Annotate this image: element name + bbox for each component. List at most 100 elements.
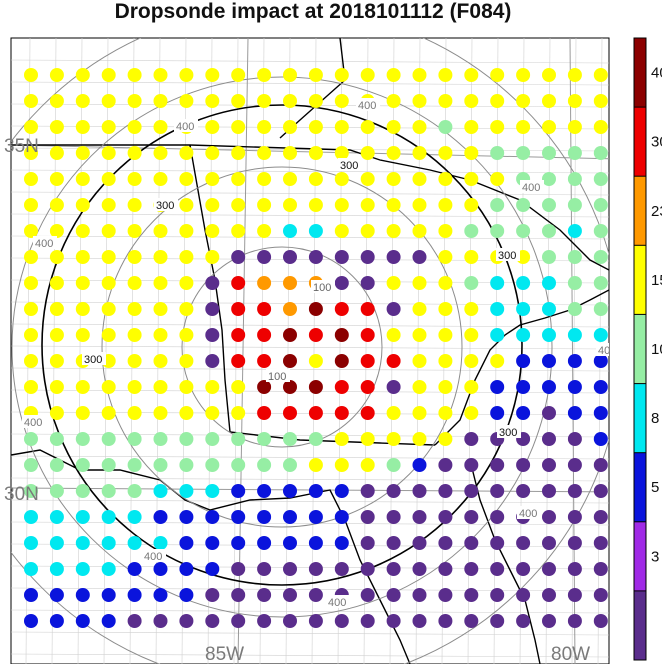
impact-dot — [75, 380, 90, 394]
impact-dot — [24, 328, 38, 342]
lat-label-35n: 35N — [4, 136, 39, 157]
impact-dot — [386, 250, 401, 264]
impact-dot — [360, 146, 375, 160]
impact-dot — [283, 458, 297, 472]
impact-dot — [257, 380, 272, 394]
impact-dot — [412, 484, 427, 498]
impact-dot — [75, 120, 90, 134]
colorbar-segment — [634, 245, 646, 315]
impact-dot — [386, 432, 401, 446]
impact-dot — [490, 198, 505, 212]
impact-dot — [542, 380, 556, 394]
colorbar-tick-label: 10 — [651, 341, 662, 358]
impact-dot — [542, 68, 556, 82]
impact-dot — [308, 432, 323, 446]
impact-dot — [438, 562, 453, 576]
impact-dot — [257, 536, 272, 550]
contour-label-300-left: 300 — [156, 200, 174, 212]
impact-dot — [334, 94, 349, 108]
impact-dot — [412, 380, 427, 394]
impact-dot — [412, 302, 427, 316]
impact-dot — [257, 68, 272, 82]
impact-dot — [49, 276, 64, 290]
impact-dot-field — [24, 68, 608, 628]
impact-dot — [464, 198, 479, 212]
impact-dot — [542, 458, 556, 472]
impact-dot — [179, 484, 194, 498]
impact-dot — [24, 94, 38, 108]
impact-dot — [412, 250, 427, 264]
impact-dot — [257, 120, 272, 134]
impact-dot — [516, 68, 531, 82]
impact-dot — [386, 562, 401, 576]
colorbar-segment — [634, 521, 646, 591]
impact-dot — [516, 484, 531, 498]
impact-dot — [257, 562, 272, 576]
impact-dot — [205, 328, 220, 342]
impact-dot — [24, 432, 38, 446]
impact-dot — [308, 536, 323, 550]
impact-dot — [360, 432, 375, 446]
impact-dot — [231, 380, 246, 394]
impact-dot — [438, 94, 453, 108]
impact-dot — [179, 198, 194, 212]
impact-dot — [490, 562, 505, 576]
impact-dot — [593, 432, 608, 446]
impact-dot — [205, 276, 220, 290]
impact-dot — [179, 432, 194, 446]
impact-dot — [101, 68, 116, 82]
impact-dot — [49, 120, 64, 134]
impact-dot — [49, 198, 64, 212]
contour-label-100: 100 — [313, 282, 331, 294]
impact-dot — [231, 406, 246, 420]
impact-dot — [412, 614, 427, 628]
impact-dot — [412, 68, 427, 82]
impact-dot — [24, 302, 38, 316]
impact-dot — [75, 484, 90, 498]
impact-dot — [334, 432, 349, 446]
impact-dot — [231, 536, 246, 550]
impact-dot — [283, 328, 297, 342]
impact-dot — [593, 380, 608, 394]
impact-dot — [386, 146, 401, 160]
impact-dot — [516, 198, 531, 212]
impact-dot — [49, 250, 64, 264]
impact-dot — [205, 198, 220, 212]
impact-dot — [542, 328, 556, 342]
impact-dot — [283, 198, 297, 212]
impact-dot — [386, 302, 401, 316]
impact-dot — [24, 614, 38, 628]
impact-dot — [438, 328, 453, 342]
impact-dot — [153, 120, 168, 134]
impact-dot — [49, 172, 64, 186]
impact-dot — [542, 276, 556, 290]
contour-label-400-h: 400 — [519, 508, 537, 520]
impact-dot — [205, 614, 220, 628]
impact-dot — [490, 406, 505, 420]
impact-dot — [153, 328, 168, 342]
impact-dot — [567, 588, 582, 602]
contour-label-300-top: 300 — [340, 160, 358, 172]
impact-dot — [360, 120, 375, 134]
impact-dot — [153, 536, 168, 550]
impact-dot — [231, 562, 246, 576]
impact-dot — [490, 588, 505, 602]
impact-dot — [308, 172, 323, 186]
impact-dot — [179, 406, 194, 420]
impact-dot — [412, 432, 427, 446]
impact-dot — [24, 224, 38, 238]
impact-dot — [567, 536, 582, 550]
impact-dot — [231, 146, 246, 160]
impact-dot — [490, 484, 505, 498]
impact-dot — [542, 406, 556, 420]
impact-dot — [257, 146, 272, 160]
impact-dot — [101, 380, 116, 394]
impact-dot — [542, 562, 556, 576]
impact-dot — [516, 458, 531, 472]
impact-dot — [308, 380, 323, 394]
impact-dot — [231, 276, 246, 290]
impact-dot — [231, 354, 246, 368]
impact-dot — [542, 224, 556, 238]
impact-dot — [360, 588, 375, 602]
impact-dot — [567, 562, 582, 576]
